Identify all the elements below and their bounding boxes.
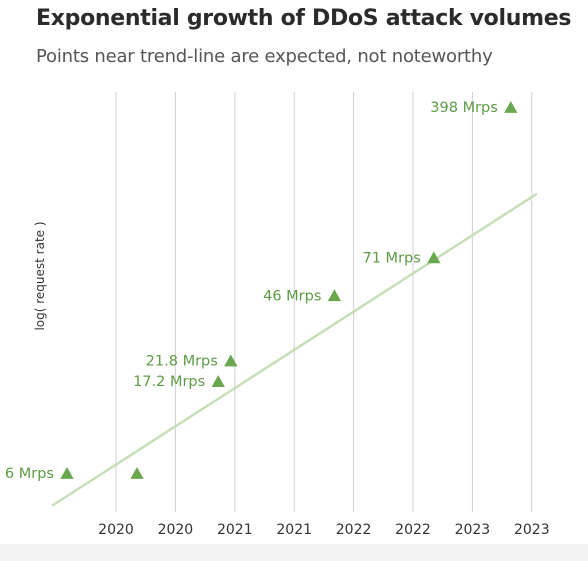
markers	[60, 101, 518, 479]
x-tick-label-2: 2021	[217, 522, 253, 538]
x-tick-label-0: 2020	[98, 522, 134, 538]
trend-line	[51, 193, 538, 507]
data-label-0: 6 Mrps	[5, 466, 54, 482]
data-point-4	[327, 289, 342, 302]
x-tick-label-5: 2022	[395, 522, 431, 538]
chart-subtitle: Points near trend-line are expected, not…	[36, 46, 493, 67]
data-point-1	[130, 467, 144, 479]
y-axis-label: log( request rate )	[33, 221, 47, 330]
data-point-5	[427, 251, 441, 264]
data-point-3	[224, 354, 238, 367]
data-label-2: 17.2 Mrps	[133, 374, 205, 390]
data-label-6: 398 Mrps	[430, 100, 498, 116]
x-tick-label-4: 2022	[336, 522, 372, 538]
data-point-6	[504, 101, 518, 113]
data-point-2	[211, 375, 225, 388]
bottom-band	[0, 544, 588, 561]
grid	[115, 92, 533, 512]
x-tick-label-7: 2023	[514, 522, 550, 538]
data-point-0	[60, 467, 74, 479]
point-labels: 6 Mrps 17.2 Mrps 21.8 Mrps 46 Mrps 71 Mrps 39…	[5, 100, 498, 482]
data-label-5: 71 Mrps	[363, 250, 421, 266]
data-label-4: 46 Mrps	[263, 288, 321, 304]
trend-line-layer	[51, 193, 538, 507]
x-tick-label-3: 2021	[276, 522, 312, 538]
x-tick-label-1: 2020	[158, 522, 194, 538]
x-tick-label-6: 2023	[455, 522, 491, 538]
chart-title: Exponential growth of DDoS attack volume…	[36, 6, 572, 31]
x-axis-ticks: 2020 2020 2021 2021 2022 2022 2023 2023	[98, 522, 549, 538]
data-label-3: 21.8 Mrps	[146, 353, 218, 369]
